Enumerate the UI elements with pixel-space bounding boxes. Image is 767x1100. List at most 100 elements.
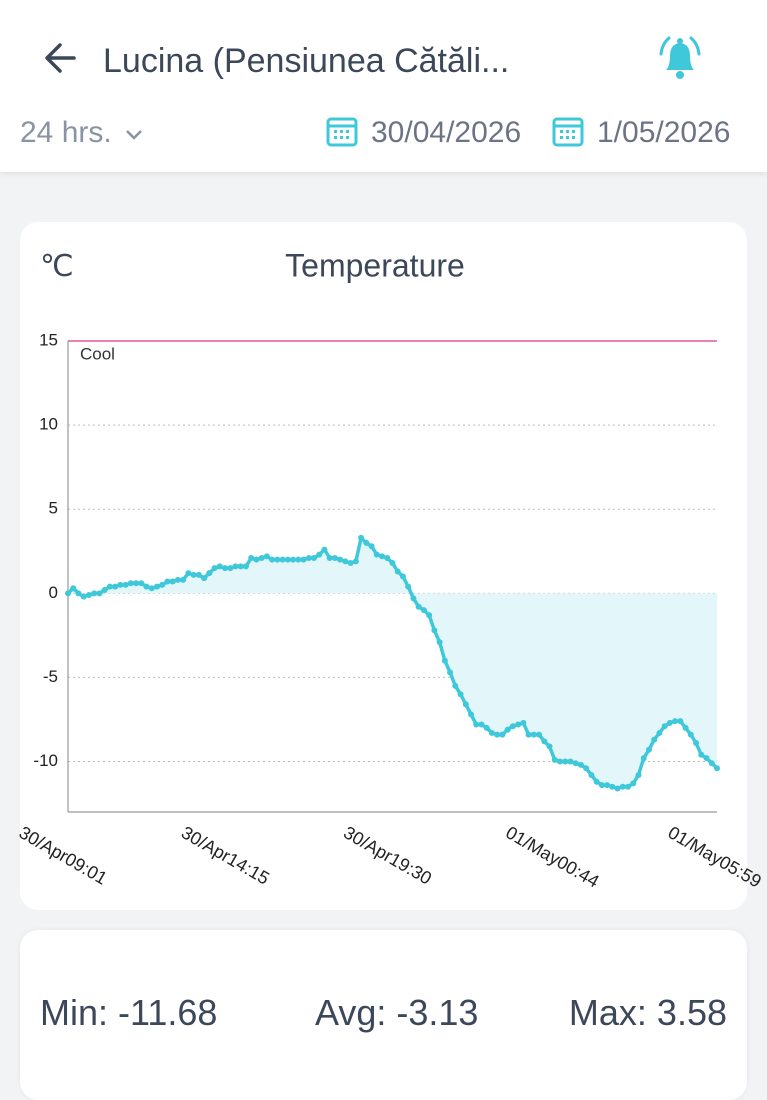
stat-label: Avg: <box>315 992 387 1033</box>
point <box>504 726 511 733</box>
point <box>227 565 234 572</box>
point <box>682 724 689 731</box>
point <box>269 556 276 563</box>
point <box>347 560 354 567</box>
stat-value: -3.13 <box>396 992 479 1033</box>
point <box>300 556 307 563</box>
point <box>85 592 92 599</box>
point <box>201 575 208 582</box>
stat-value: -11.68 <box>118 992 218 1033</box>
point <box>567 758 574 765</box>
point <box>598 782 605 789</box>
point <box>478 721 485 728</box>
point <box>373 551 380 558</box>
stats-card: Min: -11.68 Avg: -3.13 Max: 3.58 <box>20 930 747 1100</box>
point <box>515 721 522 728</box>
point <box>619 783 626 790</box>
point <box>65 590 71 597</box>
y-axis-unit: ℃ <box>40 250 74 283</box>
point <box>536 731 543 738</box>
point <box>122 581 129 588</box>
point <box>551 756 558 763</box>
stat-label: Min: <box>40 992 109 1033</box>
x-tick-label: 01/May00:44 <box>502 822 602 891</box>
point <box>232 563 239 570</box>
stat-max: Max: 3.58 <box>569 992 727 1034</box>
alarm-icon[interactable] <box>652 32 708 84</box>
point <box>708 760 715 767</box>
point <box>625 783 632 790</box>
point <box>604 782 611 789</box>
point <box>546 743 553 750</box>
point <box>525 731 532 738</box>
point <box>672 718 679 725</box>
point <box>75 590 82 597</box>
calendar-icon[interactable] <box>552 115 584 147</box>
end-date[interactable]: 1/05/2026 <box>597 116 731 149</box>
point <box>462 701 469 708</box>
stat-value: 3.58 <box>656 992 727 1033</box>
point <box>153 583 160 590</box>
point <box>133 580 140 587</box>
point <box>693 740 700 747</box>
point <box>368 543 375 550</box>
point <box>321 546 328 553</box>
point <box>342 558 349 565</box>
point <box>190 571 197 578</box>
point <box>420 607 427 614</box>
start-date[interactable]: 30/04/2026 <box>371 116 522 149</box>
point <box>630 780 637 787</box>
point <box>635 771 642 778</box>
point <box>206 570 213 577</box>
point <box>91 590 98 597</box>
point <box>216 563 223 570</box>
point <box>431 627 438 634</box>
point <box>279 556 286 563</box>
threshold-label: Cool <box>80 344 115 363</box>
point <box>703 755 710 762</box>
point <box>593 778 600 785</box>
point <box>530 731 537 738</box>
point <box>70 585 77 592</box>
point <box>687 731 694 738</box>
header: Lucina (Pensiunea Cătăli... 24 hrs. 30/0… <box>0 0 767 172</box>
point <box>138 580 145 587</box>
point <box>509 723 516 730</box>
point <box>80 593 87 600</box>
point <box>645 746 652 753</box>
point <box>310 554 317 561</box>
y-tick-label: 5 <box>49 499 58 518</box>
y-tick-label: -10 <box>33 751 58 770</box>
point <box>112 583 119 590</box>
point <box>248 554 255 561</box>
point <box>185 570 192 577</box>
point <box>399 573 406 580</box>
point <box>358 534 365 541</box>
point <box>363 539 370 546</box>
y-tick-label: -5 <box>43 667 58 686</box>
point <box>452 682 459 689</box>
area <box>68 537 717 789</box>
stat-label: Max: <box>568 992 647 1033</box>
point <box>169 578 176 585</box>
stat-avg: Avg: -3.13 <box>315 992 478 1034</box>
point <box>331 554 338 561</box>
point <box>714 765 720 772</box>
calendar-icon[interactable] <box>326 115 358 147</box>
range-select[interactable]: 24 hrs. <box>20 116 144 150</box>
point <box>556 758 563 765</box>
title: Lucina (Pensiunea Cătăli... <box>103 42 510 80</box>
back-button[interactable] <box>40 40 80 76</box>
point <box>164 578 171 585</box>
point <box>101 586 108 593</box>
point <box>389 560 396 567</box>
point <box>661 723 668 730</box>
point <box>316 551 323 558</box>
point <box>436 639 443 646</box>
point <box>651 736 658 743</box>
point <box>588 771 595 778</box>
point <box>457 691 464 698</box>
point <box>494 731 501 738</box>
point <box>666 719 673 726</box>
